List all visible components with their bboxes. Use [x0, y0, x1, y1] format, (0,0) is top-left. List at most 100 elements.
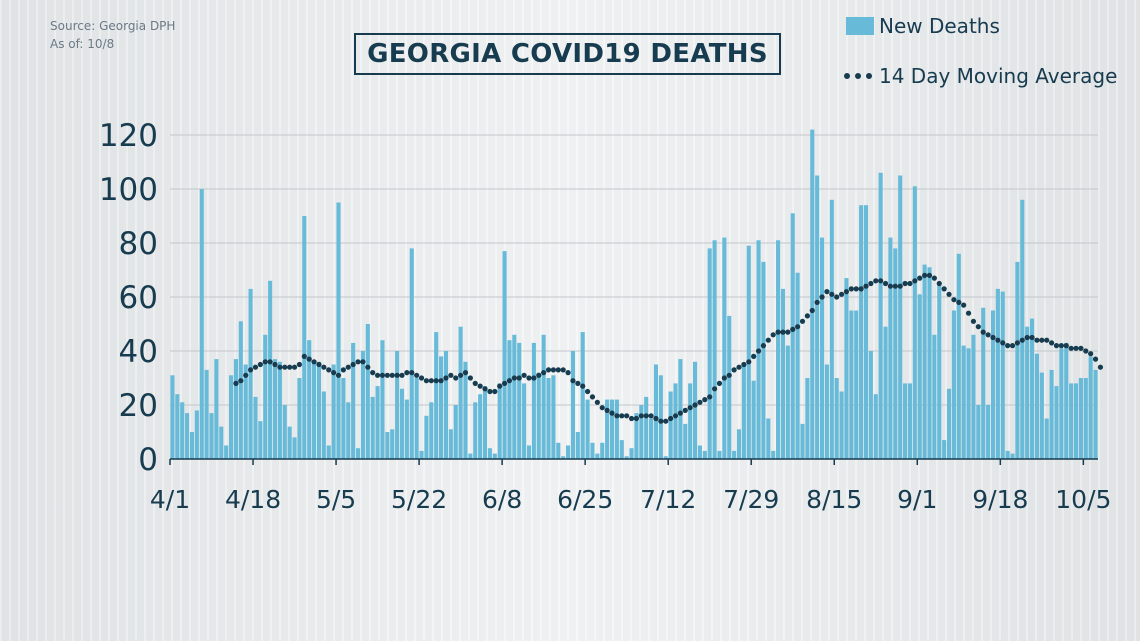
bar [771, 450, 776, 459]
moving-average-point [970, 318, 977, 324]
bar [536, 372, 541, 459]
bar [639, 405, 644, 459]
moving-average-point [409, 370, 415, 376]
bar [878, 172, 883, 460]
moving-average-point [1029, 334, 1035, 341]
moving-average-point [433, 378, 439, 384]
moving-average-point [882, 280, 889, 287]
legend-label-new-deaths: New Deaths [879, 14, 1000, 38]
moving-average-point [536, 372, 542, 378]
bar [287, 426, 292, 459]
x-tick-label: 10/5 [1055, 485, 1111, 514]
moving-average-point [594, 399, 600, 405]
bar [1000, 291, 1005, 459]
moving-average-point [267, 359, 273, 365]
moving-average-point [331, 370, 337, 376]
bar [395, 351, 400, 459]
moving-average-point [936, 280, 942, 287]
bar [248, 288, 253, 459]
bar [849, 310, 854, 459]
moving-average-point [345, 364, 351, 370]
bar [439, 356, 444, 459]
bar [702, 450, 707, 459]
bar [609, 399, 615, 459]
bar [751, 380, 756, 459]
bar [629, 448, 634, 459]
bar [736, 429, 742, 459]
moving-average-point [648, 413, 654, 419]
moving-average-point [795, 324, 801, 330]
bar [292, 437, 297, 459]
bar [424, 415, 429, 459]
moving-average-point [887, 283, 894, 289]
x-tick-label: 4/18 [225, 485, 281, 514]
bar [463, 361, 468, 459]
bar [487, 448, 492, 459]
bar [1083, 378, 1088, 459]
moving-average-point [374, 372, 381, 378]
moving-average-point [340, 367, 346, 373]
moving-average-point [1024, 334, 1030, 341]
moving-average-point [638, 413, 644, 419]
moving-average-point [262, 359, 268, 365]
bar [663, 456, 668, 459]
bar [1059, 348, 1064, 459]
dots-moving-average [233, 272, 1104, 424]
moving-average-point [1053, 343, 1060, 349]
moving-average-point [565, 370, 571, 376]
moving-average-point [1009, 343, 1016, 349]
bar [829, 199, 834, 460]
moving-average-point [414, 372, 420, 378]
moving-average-point [726, 372, 732, 378]
chart-title: GEORGIA COVID19 DEATHS [354, 33, 781, 75]
bar [312, 361, 317, 459]
bar [820, 237, 825, 459]
bar [243, 364, 248, 459]
moving-average-point [453, 375, 459, 381]
moving-average-point [643, 413, 649, 419]
moving-average-point [423, 378, 430, 384]
bar [356, 448, 361, 459]
bar [526, 445, 532, 459]
moving-average-point [658, 418, 664, 424]
legend-label-moving-average: 14 Day Moving Average [879, 64, 1117, 88]
legend-dot [855, 73, 861, 79]
bar [497, 383, 502, 459]
bar [903, 383, 908, 459]
moving-average-point [770, 332, 776, 338]
moving-average-point [1078, 345, 1084, 351]
bar [570, 351, 575, 459]
bar [194, 410, 199, 459]
moving-average-point [1000, 340, 1006, 346]
bar [375, 386, 380, 459]
bar [888, 237, 893, 459]
x-tick-label: 6/8 [482, 485, 522, 514]
bar [580, 332, 585, 459]
moving-average-point [233, 380, 239, 386]
legend: New Deaths 14 Day Moving Average [844, 14, 1117, 88]
moving-average-point [1083, 348, 1089, 354]
bar [956, 253, 961, 459]
x-tick-label: 6/25 [557, 485, 613, 514]
moving-average-point [926, 272, 933, 278]
moving-average-point [282, 364, 288, 370]
bar [199, 189, 204, 459]
moving-average-point [804, 313, 810, 319]
bar [180, 402, 185, 459]
moving-average-point [370, 370, 376, 376]
bar [404, 399, 409, 459]
bar [1069, 383, 1074, 459]
moving-average-point [1034, 337, 1040, 343]
bar [385, 432, 390, 459]
y-tick-label: 80 [119, 226, 158, 262]
moving-average-point [443, 375, 449, 381]
bar [522, 383, 527, 459]
moving-average-point [751, 353, 757, 359]
bar [575, 432, 580, 459]
bar [600, 442, 605, 459]
bar [1034, 353, 1039, 459]
bar [854, 310, 859, 459]
moving-average-point [897, 283, 903, 289]
bar [268, 280, 273, 459]
bar [590, 442, 595, 459]
